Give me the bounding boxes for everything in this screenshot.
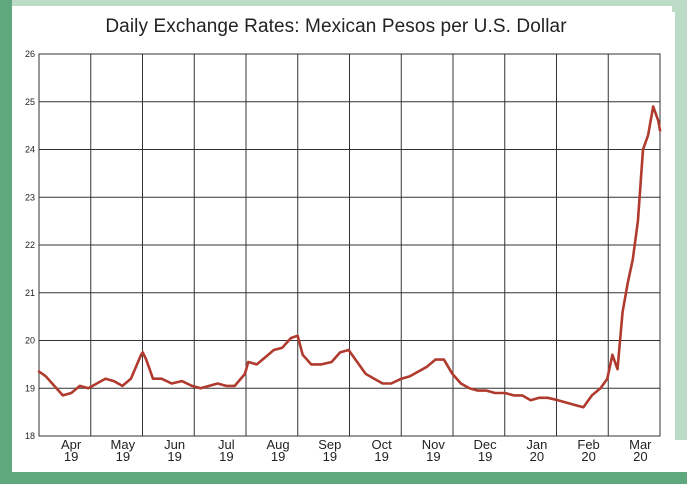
x-tick-month: Jan bbox=[526, 437, 547, 452]
x-tick-year: 20 bbox=[581, 449, 595, 464]
frame-left-band bbox=[0, 0, 12, 484]
x-tick-year: 19 bbox=[64, 449, 78, 464]
x-tick-month: Nov bbox=[422, 437, 446, 452]
frame-right-band bbox=[675, 0, 687, 440]
y-tick-label: 26 bbox=[25, 49, 35, 59]
exchange-rate-line bbox=[37, 105, 662, 409]
data-layer bbox=[37, 105, 662, 409]
x-tick-year: 19 bbox=[426, 449, 440, 464]
exchange-rate-chart: 181920212223242526Apr19May19Jun19Jul19Au… bbox=[25, 49, 662, 464]
y-tick-label: 19 bbox=[25, 383, 35, 393]
y-tick-label: 20 bbox=[25, 336, 35, 346]
x-tick-year: 19 bbox=[219, 449, 233, 464]
x-tick-year: 19 bbox=[374, 449, 388, 464]
x-tick-month: Oct bbox=[371, 437, 392, 452]
x-tick-month: Aug bbox=[267, 437, 290, 452]
x-tick-month: Mar bbox=[629, 437, 652, 452]
y-tick-label: 22 bbox=[25, 240, 35, 250]
y-tick-label: 18 bbox=[25, 431, 35, 441]
x-tick-month: May bbox=[111, 437, 136, 452]
y-tick-label: 24 bbox=[25, 145, 35, 155]
x-tick-month: Jun bbox=[164, 437, 185, 452]
x-tick-month: Sep bbox=[318, 437, 341, 452]
x-tick-year: 20 bbox=[633, 449, 647, 464]
x-tick-year: 19 bbox=[323, 449, 337, 464]
x-tick-year: 19 bbox=[167, 449, 181, 464]
x-tick-year: 19 bbox=[478, 449, 492, 464]
chart-title: Daily Exchange Rates: Mexican Pesos per … bbox=[105, 16, 567, 37]
x-tick-month: Jul bbox=[218, 437, 235, 452]
chart-card: Daily Exchange Rates: Mexican Pesos per … bbox=[12, 6, 672, 472]
x-tick-month: Feb bbox=[577, 437, 599, 452]
frame-bottom-band bbox=[0, 472, 687, 484]
y-tick-label: 23 bbox=[25, 192, 35, 202]
x-tick-year: 19 bbox=[116, 449, 130, 464]
x-tick-year: 19 bbox=[271, 449, 285, 464]
y-tick-label: 21 bbox=[25, 288, 35, 298]
x-tick-month: Dec bbox=[474, 437, 498, 452]
x-tick-month: Apr bbox=[61, 437, 82, 452]
y-tick-label: 25 bbox=[25, 97, 35, 107]
x-tick-year: 20 bbox=[530, 449, 544, 464]
axis-layer: 181920212223242526Apr19May19Jun19Jul19Au… bbox=[25, 49, 652, 464]
